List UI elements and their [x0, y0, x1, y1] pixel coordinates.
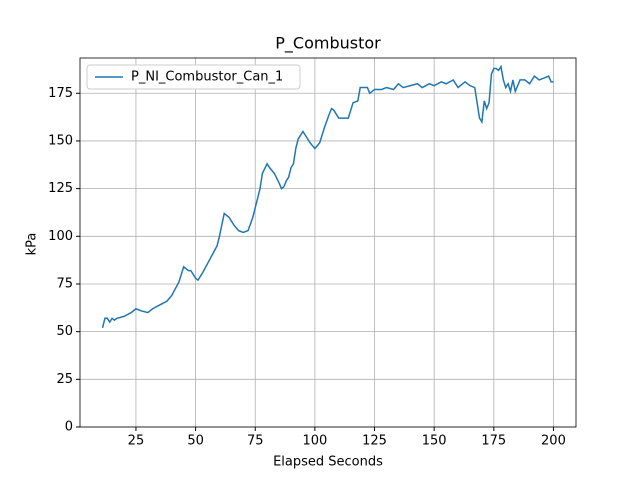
- y-tick-label: 100: [48, 229, 73, 244]
- x-tick-label: 25: [128, 434, 145, 449]
- x-tick-label: 175: [481, 434, 506, 449]
- y-tick-label: 125: [48, 181, 73, 196]
- x-tick-label: 200: [541, 434, 566, 449]
- legend-label: P_NI_Combustor_Can_1: [131, 70, 283, 85]
- y-tick-label: 175: [48, 86, 73, 101]
- legend-box: [86, 64, 301, 90]
- y-tick-label: 150: [48, 133, 73, 148]
- y-tick-label: 50: [56, 324, 73, 339]
- x-tick-label: 75: [247, 434, 264, 449]
- chart-title: P_Combustor: [275, 34, 381, 54]
- y-tick-label: 0: [65, 420, 73, 435]
- x-axis-label: Elapsed Seconds: [273, 455, 383, 470]
- plot-frame: [79, 57, 577, 428]
- data-line: [101, 64, 554, 329]
- y-tick-label: 25: [56, 372, 73, 387]
- x-tick-label: 50: [187, 434, 204, 449]
- y-axis-label: kPa: [25, 233, 40, 256]
- y-tick-label: 75: [56, 276, 73, 291]
- x-tick-label: 150: [422, 434, 447, 449]
- x-tick-label: 100: [302, 434, 327, 449]
- x-tick-label: 125: [362, 434, 387, 449]
